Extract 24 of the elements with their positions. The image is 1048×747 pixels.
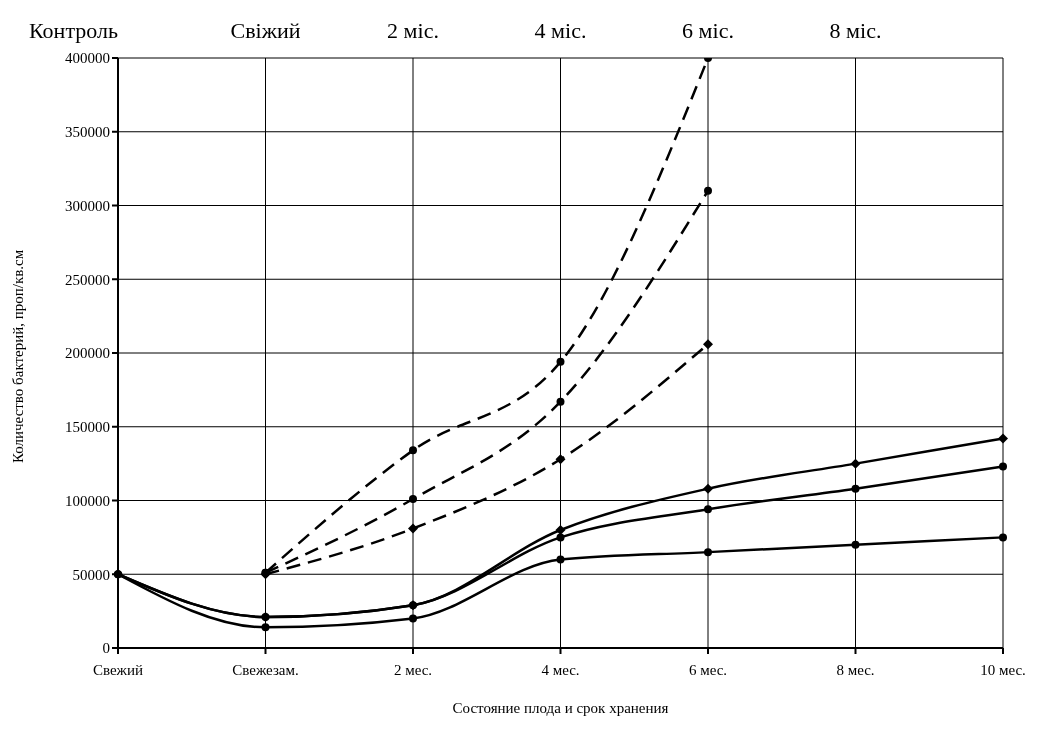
y-tick-label: 100000 [65, 492, 110, 509]
y-tick-label: 350000 [65, 124, 110, 141]
text: 2 міс. [387, 18, 439, 43]
y-tick-label: 150000 [65, 419, 110, 436]
y-tick-label: 0 [102, 640, 110, 657]
y-tick-label: 250000 [65, 271, 110, 288]
y-tick-label: 50000 [72, 566, 110, 583]
y-tick-label: 200000 [65, 345, 110, 362]
y-axis-title: Количество бактерий, проп/кв.см [10, 249, 27, 463]
text: 4 міс. [534, 18, 587, 43]
x-tick-label: Свежий [92, 661, 144, 678]
text: Контроль [29, 18, 118, 43]
x-tick-label: 6 мес. [688, 661, 728, 678]
text: 8 міс. [829, 18, 882, 43]
x-axis-title: Состояние плода и срок хранения [452, 700, 669, 716]
y-tick-label: 400000 [65, 50, 110, 67]
text: 6 міс. [682, 18, 734, 43]
x-tick-label: 2 мес. [393, 661, 433, 678]
x-tick-label: 10 мес. [980, 661, 1026, 678]
x-tick-label: 8 мес. [836, 661, 875, 678]
x-tick-label: Свежезам. [232, 661, 299, 678]
y-tick-label: 300000 [65, 197, 110, 214]
text: Свіжий [230, 18, 301, 43]
x-tick-label: 4 мес. [541, 661, 580, 678]
